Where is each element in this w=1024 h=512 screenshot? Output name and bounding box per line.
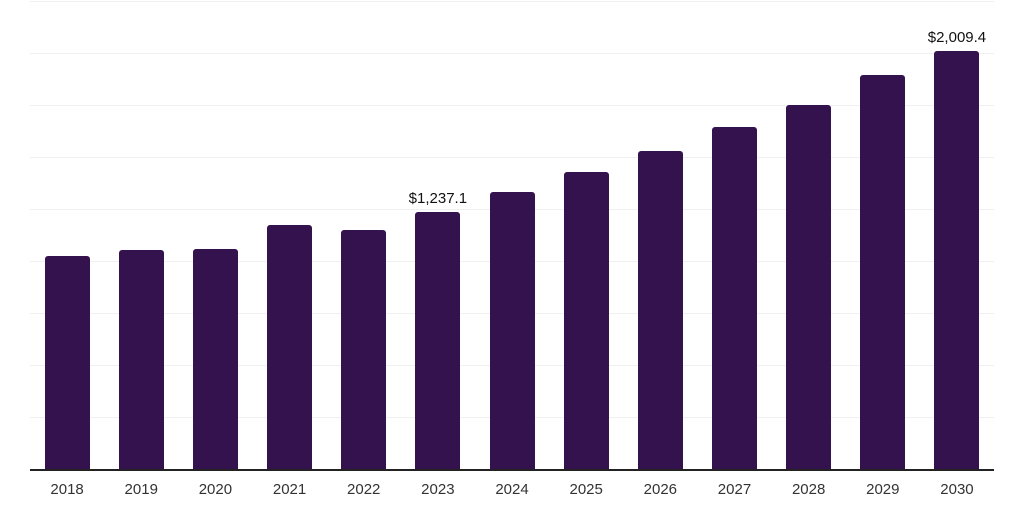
bar-2029[interactable] xyxy=(860,75,906,469)
bar-2023[interactable] xyxy=(415,211,461,469)
x-tick-label-2023: 2023 xyxy=(421,481,455,498)
x-tick-label-2027: 2027 xyxy=(717,481,752,498)
bar-2026[interactable] xyxy=(637,151,683,469)
bar-value-label-2030: $2,009.4 xyxy=(927,29,987,47)
band-2027 xyxy=(697,1,771,469)
plot-area: $1,237.1 $2,009.4 xyxy=(30,1,994,471)
x-tick-label-2019: 2019 xyxy=(124,481,158,498)
x-tick-label-2029: 2029 xyxy=(866,481,900,498)
band-2020 xyxy=(178,1,252,469)
x-tick-label-2030: 2030 xyxy=(940,481,974,498)
x-tick-label-2022: 2022 xyxy=(347,481,381,498)
bar-2024[interactable] xyxy=(489,192,535,469)
gridline-1750 xyxy=(30,105,994,106)
band-2021 xyxy=(252,1,326,469)
gridline-2250 xyxy=(30,1,994,2)
gridline-1500 xyxy=(30,157,994,159)
band-2025 xyxy=(549,1,623,469)
bar-2022[interactable] xyxy=(341,230,387,469)
band-2022 xyxy=(327,1,401,469)
band-2028 xyxy=(772,1,846,469)
band-2029 xyxy=(846,1,920,469)
x-tick-label-2018: 2018 xyxy=(50,481,84,498)
band-2023: $1,237.1 xyxy=(401,1,475,469)
bar-2025[interactable] xyxy=(563,172,609,469)
x-tick-label-2024: 2024 xyxy=(495,481,529,498)
x-tick-label-2020: 2020 xyxy=(198,481,233,498)
x-tick-label-2026: 2026 xyxy=(643,481,678,498)
band-2026 xyxy=(623,1,697,469)
x-tick-label-2021: 2021 xyxy=(272,481,307,498)
band-2030: $2,009.4 xyxy=(920,1,994,469)
gridline-2000 xyxy=(30,53,994,55)
bar-2018[interactable] xyxy=(44,255,90,469)
bar-series: $1,237.1 $2,009.4 xyxy=(30,1,994,469)
band-2019 xyxy=(104,1,178,469)
bar-2019[interactable] xyxy=(118,249,164,469)
bar-2028[interactable] xyxy=(786,105,832,469)
bar-value-label-2023: $1,237.1 xyxy=(408,189,468,207)
bar-2020[interactable] xyxy=(192,248,238,469)
x-tick-label-2025: 2025 xyxy=(569,481,603,498)
band-2018 xyxy=(30,1,104,469)
x-axis-tick-labels: 2018 2019 2020 2021 2022 2023 2024 2025 2026 2027… xyxy=(30,481,994,498)
band-2024 xyxy=(475,1,549,469)
bar-2021[interactable] xyxy=(267,224,313,469)
bar-2030[interactable] xyxy=(934,51,980,469)
bar-2027[interactable] xyxy=(711,127,757,469)
x-tick-label-2028: 2028 xyxy=(791,481,826,498)
